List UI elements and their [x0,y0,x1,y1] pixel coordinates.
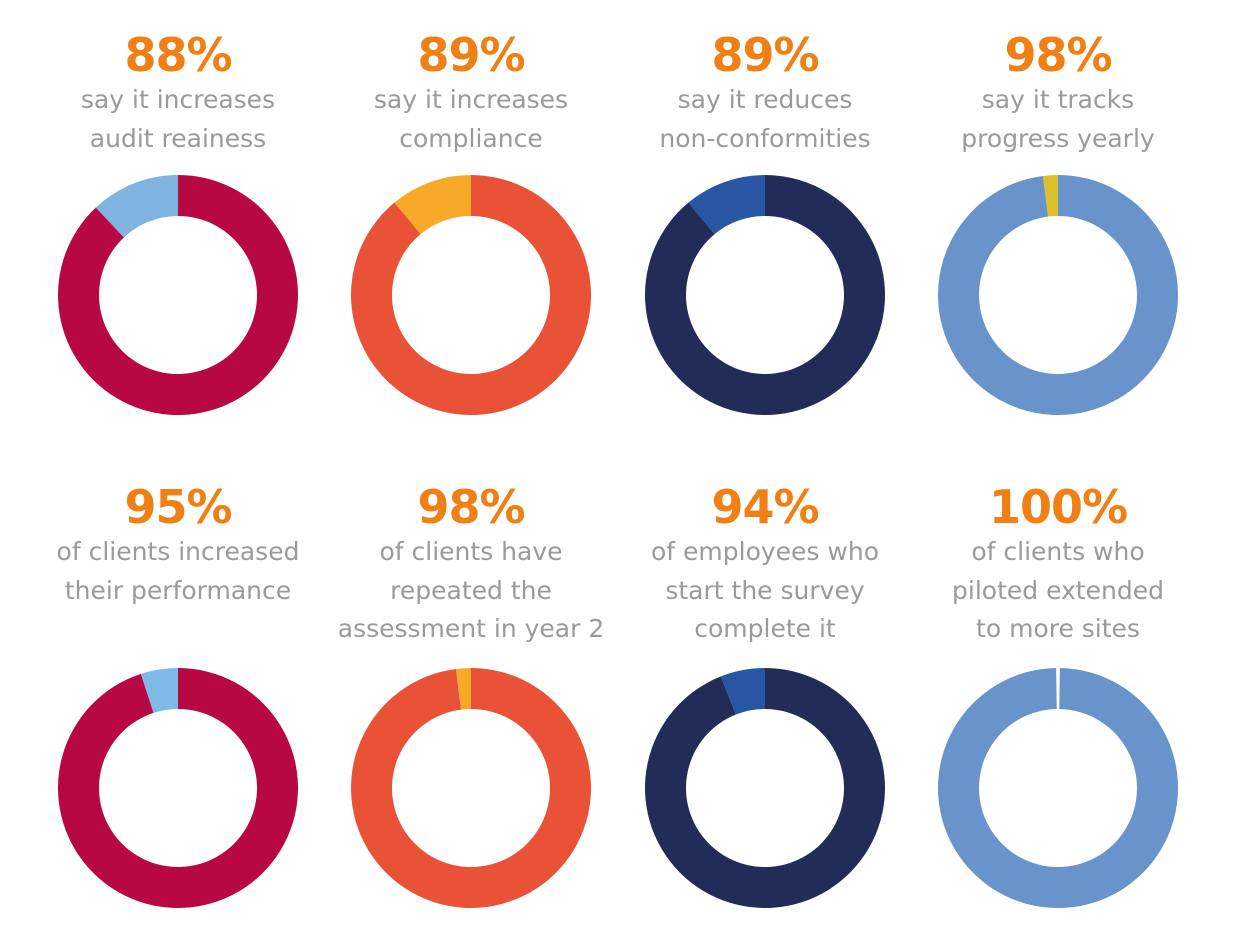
donut-slice-main [937,175,1178,415]
stat-description-line: compliance [399,123,543,153]
stat-description-line: of clients have [379,537,563,566]
stat-description-line: non-conformities [659,123,871,153]
stat-percentage: 94% [711,480,819,534]
stat-description-line: piloted extended [952,575,1164,605]
donut-slice-remainder [95,175,178,238]
stat-description-line: of employees who [650,537,879,566]
donut-slice-remainder [720,668,765,715]
stat-description-line: start the survey [665,575,865,605]
stat-description-line: of clients who [971,537,1145,566]
donut-chart [350,668,591,908]
donut-chart [645,175,885,415]
donut-slice-main [57,668,298,908]
stat-description-line: to more sites [976,614,1140,643]
stat-description: of clients who piloted extended to more si… [888,533,1228,649]
stat-description-line: say it tracks [981,85,1135,114]
stat-description: say it tracks progress yearly [888,81,1228,158]
stat-percentage: 100% [988,480,1128,534]
stat-description-line: repeated the [390,575,552,605]
donut-slice-remainder [688,175,765,235]
stat-percentage: 95% [124,480,232,534]
stat-percentage: 89% [711,28,819,82]
stat-description-line: say it reduces [677,85,853,114]
donut-slice-remainder [1042,175,1058,217]
donut-slice-main [351,175,591,415]
donut-chart [645,668,885,908]
stat-description-line: say it increases [373,85,569,114]
donut-slice-main [645,668,885,908]
stat-description-line: assessment in year 2 [337,614,605,643]
stat-description: say it reduces non-conformities [595,81,935,158]
stat-percentage: 98% [417,480,525,534]
stat-description: say it increases audit reainess [8,81,348,158]
stat-description: of clients increased their performance [8,533,348,610]
stat-description: of employees who start the survey complete… [595,533,935,649]
donut-slice-main [350,668,591,908]
stat-percentage: 98% [1004,28,1112,82]
donut-slice-remainder [140,668,178,713]
stat-description-line: of clients increased [56,537,300,566]
stat-percentage: 89% [417,28,525,82]
donut-slice-main [57,175,298,415]
donut-slice-main [938,668,1178,908]
stat-description: say it increases compliance [301,81,641,158]
donut-chart [57,668,298,908]
donut-slice-main [645,175,885,415]
stat-description-line: say it increases [80,85,276,114]
donut-chart [351,175,591,415]
stat-description: of clients have repeated the assessment in… [301,533,641,649]
donut-chart [57,175,298,415]
stat-description-line: progress yearly [961,123,1155,153]
donut-chart [938,668,1178,908]
donut-slice-remainder [455,668,471,710]
stat-percentage: 88% [124,28,232,82]
stat-description-line: audit reainess [89,123,267,153]
donut-slice-remainder [394,175,471,235]
donut-chart [937,175,1178,415]
stat-description-line: their performance [64,575,292,605]
stat-description-line: complete it [694,614,836,643]
